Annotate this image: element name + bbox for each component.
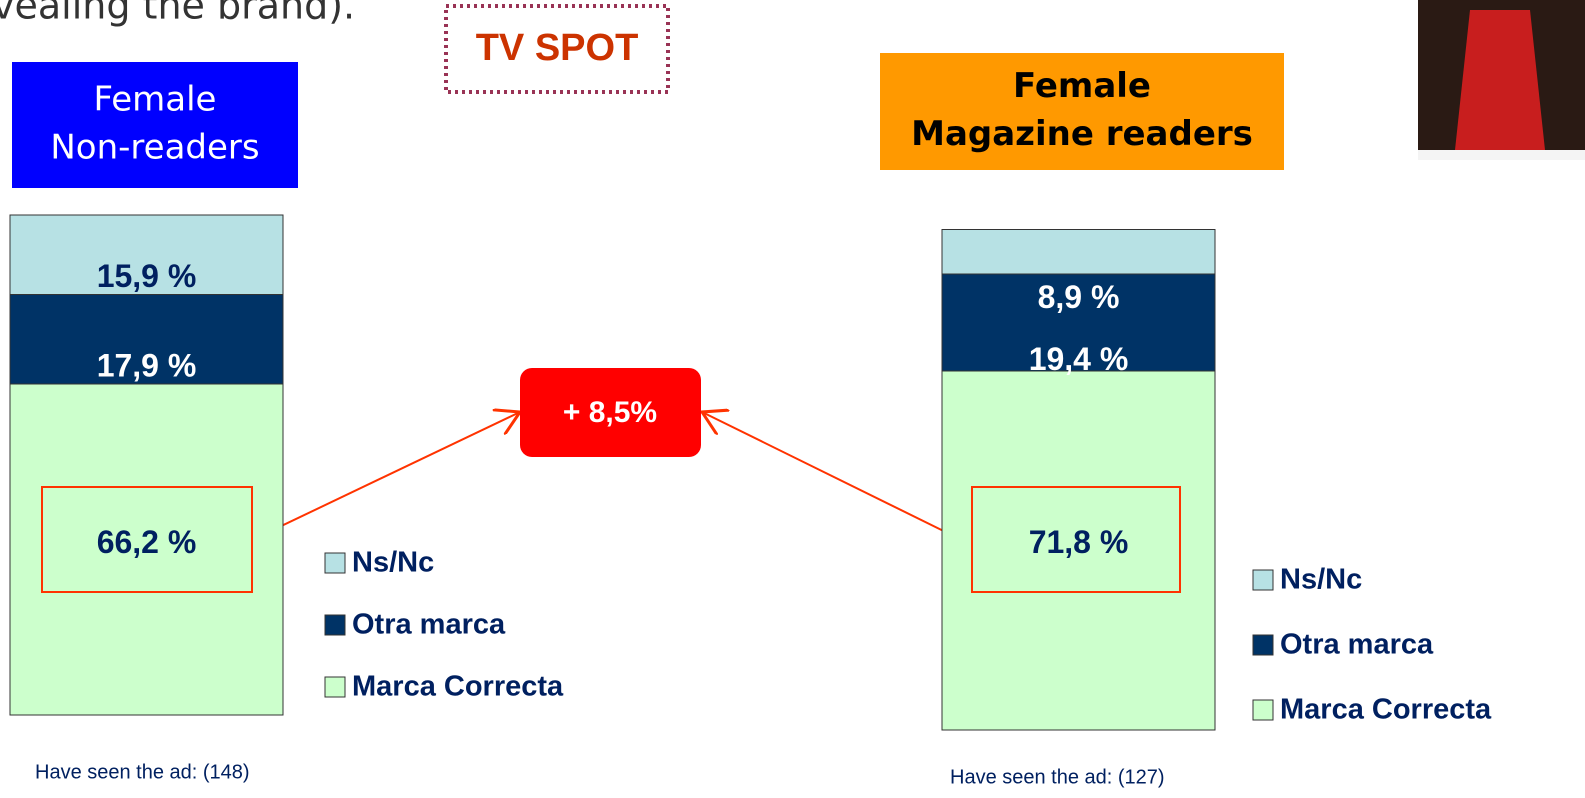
header-line: Female [1013, 66, 1151, 106]
bar-segment [9, 214, 284, 295]
legend-label: Otra marca [1280, 629, 1434, 661]
legend-label: Ns/Nc [352, 547, 434, 579]
note: Have seen the ad: (148) [35, 761, 250, 783]
legend-label: Otra marca [352, 609, 506, 641]
bar-segment [941, 370, 1216, 731]
heading: vealing the brand). [0, 0, 355, 28]
arrow [251, 412, 520, 541]
photo [1418, 0, 1585, 160]
legend-label: Marca Correcta [352, 671, 564, 703]
value-label: 8,9 % [1038, 279, 1120, 315]
difference-badge [520, 368, 701, 457]
bar-segment [9, 383, 284, 716]
value-label: 71,8 % [1029, 524, 1129, 560]
legend-label: Ns/Nc [1280, 564, 1362, 596]
legend-swatch [324, 552, 346, 574]
note: Have seen the ad: (127) [950, 766, 1165, 788]
legend-swatch [1252, 634, 1274, 656]
difference: + 8,5% [563, 396, 657, 429]
legend-swatch [1252, 699, 1274, 721]
arrow [702, 412, 973, 546]
tag: TV SPOT [476, 27, 639, 69]
value-label: 66,2 % [97, 524, 197, 560]
value-label: 15,9 % [97, 258, 197, 294]
legend-swatch [1252, 569, 1274, 591]
highlight-box [971, 486, 1181, 593]
bar-segment [941, 273, 1216, 372]
legend-swatch [324, 676, 346, 698]
header-line: Female [94, 80, 217, 120]
bar-segment [9, 294, 284, 385]
value-label: 17,9 % [97, 348, 197, 384]
value-label: 19,4 % [1029, 341, 1129, 377]
header-box [880, 53, 1284, 170]
header-line: Magazine readers [911, 114, 1253, 154]
bar-segment [941, 229, 1216, 275]
header-box [12, 62, 298, 188]
header-line: Non-readers [50, 128, 259, 168]
legend-swatch [324, 614, 346, 636]
highlight-box [41, 486, 253, 593]
legend-label: Marca Correcta [1280, 694, 1492, 726]
